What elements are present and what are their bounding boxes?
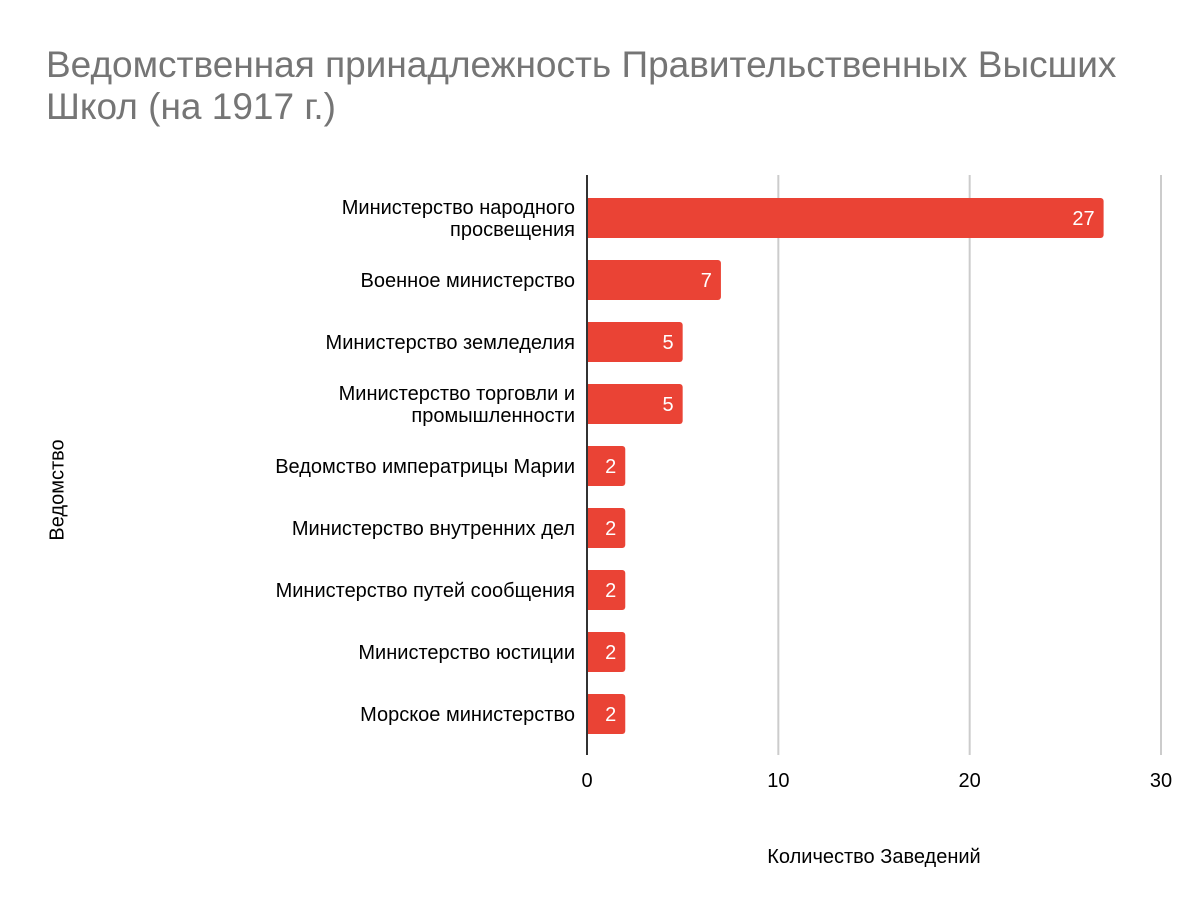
x-tick-label: 20 [959, 770, 981, 792]
bar-left-fill [587, 260, 591, 300]
data-label: 2 [605, 704, 616, 726]
bar-left-fill [587, 198, 591, 238]
bar-left-fill [587, 322, 591, 362]
bar [587, 632, 626, 672]
category-label: промышленности [411, 405, 575, 427]
category-label: Министерство путей сообщения [276, 580, 575, 602]
category-label: Морское министерство [360, 704, 575, 726]
bar [587, 446, 626, 486]
bar [587, 322, 683, 362]
bar [587, 694, 626, 734]
chart-title: Ведомственная принадлежность Правительст… [46, 44, 1117, 127]
x-tick-label: 10 [767, 770, 789, 792]
category-label: Военное министерство [361, 270, 575, 292]
bar [587, 384, 683, 424]
bar-left-fill [587, 570, 591, 610]
category-label: просвещения [450, 219, 575, 241]
data-label: 27 [1072, 208, 1094, 230]
bar [587, 508, 626, 548]
data-label: 7 [701, 270, 712, 292]
data-label: 5 [663, 332, 674, 354]
bar [587, 260, 721, 300]
bar-left-fill [587, 694, 591, 734]
x-tick-label: 0 [581, 770, 592, 792]
bar-left-fill [587, 446, 591, 486]
bar-left-fill [587, 632, 591, 672]
data-label: 2 [605, 456, 616, 478]
x-tick-label: 30 [1150, 770, 1172, 792]
bar [587, 570, 626, 610]
x-axis-label: Количество Заведений [767, 846, 981, 868]
bar [587, 198, 1104, 238]
bar-left-fill [587, 384, 591, 424]
category-label: Министерство юстиции [358, 642, 575, 664]
bar-left-fill [587, 508, 591, 548]
category-label: Министерство земледелия [326, 332, 575, 354]
data-label: 2 [605, 518, 616, 540]
category-label: Министерство народного [342, 197, 575, 219]
category-label: Министерство внутренних дел [292, 518, 575, 540]
category-label: Ведомство императрицы Марии [275, 456, 575, 478]
data-label: 2 [605, 580, 616, 602]
data-label: 2 [605, 642, 616, 664]
data-label: 5 [663, 394, 674, 416]
category-label: Министерство торговли и [339, 383, 575, 405]
